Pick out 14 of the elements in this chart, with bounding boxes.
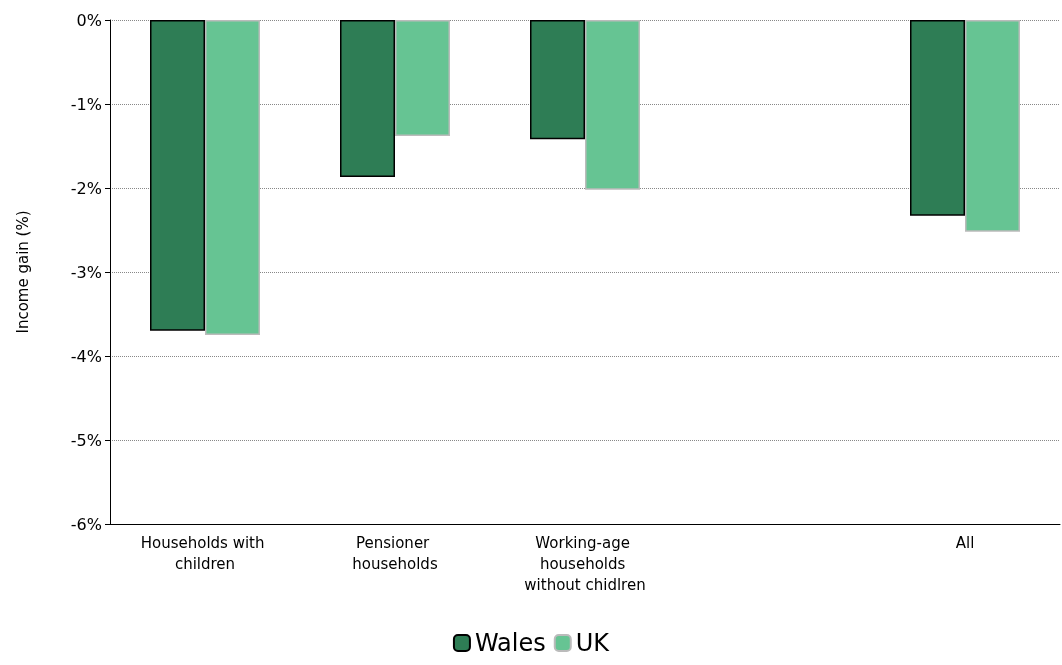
y-tick-label: -3%: [70, 262, 102, 282]
x-tick-label: Households with children: [140, 533, 270, 573]
y-tick-label: -2%: [70, 178, 102, 198]
y-tick-label: -5%: [70, 430, 102, 450]
y-tick-label: -1%: [70, 94, 102, 114]
x-tick-label: Pensioner households: [352, 533, 438, 573]
y-tick-label: -6%: [70, 514, 102, 534]
y-tick-label: -4%: [70, 346, 102, 366]
x-tick-label: All: [955, 533, 975, 552]
legend-label: Wales: [474, 629, 546, 657]
y-axis-title: Income gain (%): [13, 210, 32, 334]
legend-label: UK: [575, 629, 611, 657]
x-tick-label: Working-age households without chidlren: [524, 533, 646, 594]
y-tick-label: 0%: [76, 10, 102, 30]
